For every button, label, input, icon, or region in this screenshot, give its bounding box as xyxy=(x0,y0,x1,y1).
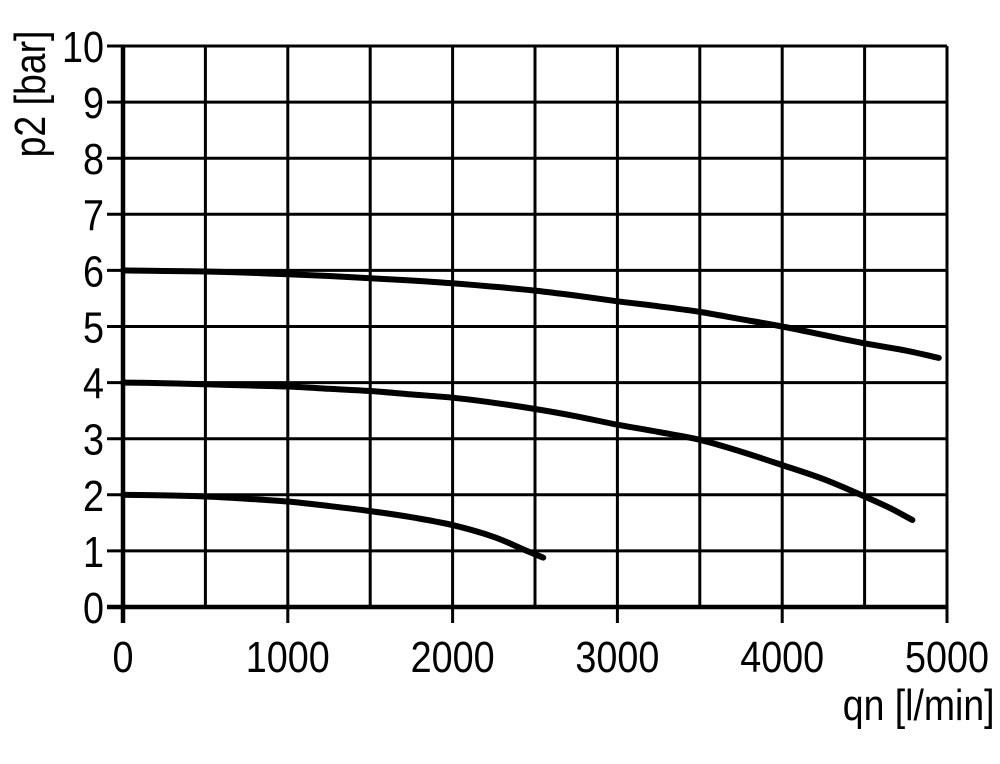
x-tick-label: 3000 xyxy=(575,633,659,682)
y-tick-label: 0 xyxy=(83,584,104,633)
y-tick-label: 2 xyxy=(83,472,104,521)
y-axis-label: p2 [bar] xyxy=(6,30,55,158)
x-tick-label: 1000 xyxy=(246,633,330,682)
series-curve-1 xyxy=(120,267,942,361)
x-tick-label: 5000 xyxy=(905,633,989,682)
series-curve-2 xyxy=(120,379,916,523)
y-tick-label: 6 xyxy=(83,247,104,296)
y-tick-label: 4 xyxy=(83,360,104,409)
y-tick-label: 3 xyxy=(83,416,104,465)
y-tick-label: 10 xyxy=(62,23,104,72)
x-axis-label: qn [l/min] xyxy=(843,681,995,730)
y-tick-label: 9 xyxy=(83,79,104,128)
y-tick-label: 7 xyxy=(83,191,104,240)
y-tick-label: 8 xyxy=(83,135,104,184)
y-tick-label: 1 xyxy=(83,528,104,577)
x-tick-label: 2000 xyxy=(411,633,495,682)
x-tick-label: 4000 xyxy=(740,633,824,682)
series-curve-3 xyxy=(120,491,547,561)
y-tick-label: 5 xyxy=(83,304,104,353)
x-tick-label: 0 xyxy=(113,633,134,682)
